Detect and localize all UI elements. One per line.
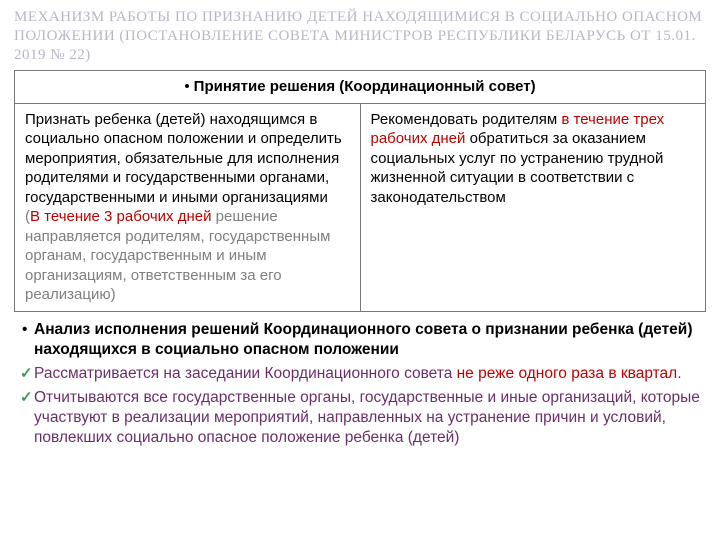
b1-text: Анализ исполнения решений Координационно… [34, 321, 693, 358]
check-item-2: Отчитываются все государственные органы,… [22, 388, 706, 448]
left-p1: Признать ребенка (детей) находящимся в с… [25, 111, 342, 206]
table-header-text: Принятие решения (Координационный совет) [194, 78, 536, 95]
c1-red: не реже одного раза в квартал [457, 365, 678, 382]
decision-table: • Принятие решения (Координационный совет… [14, 70, 706, 312]
c1a: Рассматривается на заседании Координацио… [34, 365, 457, 382]
bullet-item-1: Анализ исполнения решений Координационно… [22, 320, 706, 360]
slide-title: МЕХАНИЗМ РАБОТЫ ПО ПРИЗНАНИЮ ДЕТЕЙ НАХОД… [14, 8, 706, 64]
table-row: Признать ребенка (детей) находящимся в с… [15, 103, 706, 311]
table-header-row: • Принятие решения (Координационный совет… [15, 71, 706, 104]
c2: Отчитываются все государственные органы,… [34, 389, 700, 446]
c1b: . [677, 365, 681, 382]
header-bullet: • [184, 77, 189, 97]
check-item-1: Рассматривается на заседании Координацио… [22, 364, 706, 384]
left-p2-red: В течение 3 рабочих дней [30, 208, 211, 225]
right-r1: Рекомендовать родителям [371, 111, 562, 128]
slide: МЕХАНИЗМ РАБОТЫ ПО ПРИЗНАНИЮ ДЕТЕЙ НАХОД… [0, 0, 720, 540]
table-header-cell: • Принятие решения (Координационный совет… [15, 71, 706, 104]
cell-right: Рекомендовать родителям в течение трех р… [360, 103, 706, 311]
below-list: Анализ исполнения решений Координационно… [14, 320, 706, 449]
cell-left: Признать ребенка (детей) находящимся в с… [15, 103, 361, 311]
